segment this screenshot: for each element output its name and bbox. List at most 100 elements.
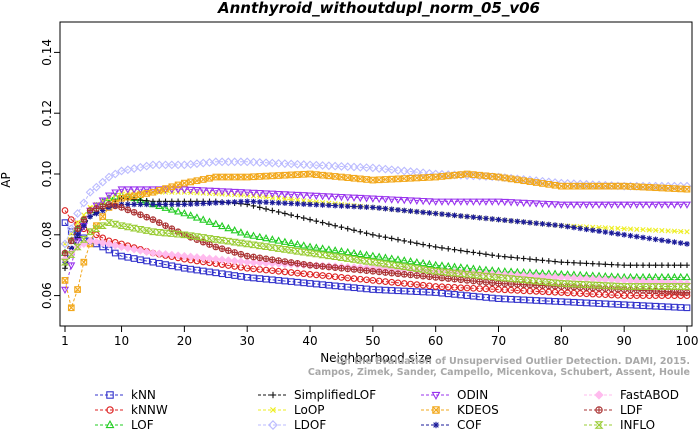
data-point bbox=[212, 173, 220, 181]
data-point bbox=[437, 261, 446, 269]
data-point bbox=[608, 225, 615, 231]
data-point bbox=[394, 279, 402, 287]
data-point bbox=[237, 250, 245, 258]
data-point bbox=[419, 258, 428, 267]
data-point bbox=[437, 198, 446, 206]
data-point bbox=[469, 198, 478, 206]
data-point bbox=[211, 187, 220, 196]
data-point bbox=[520, 255, 527, 262]
data-point bbox=[174, 263, 182, 271]
data-point bbox=[363, 230, 370, 237]
data-point bbox=[401, 238, 408, 244]
data-point bbox=[136, 246, 145, 255]
data-point bbox=[325, 172, 333, 180]
data-point bbox=[632, 283, 641, 290]
data-point bbox=[476, 285, 484, 292]
data-point bbox=[677, 262, 684, 268]
data-point bbox=[501, 217, 508, 224]
data-point bbox=[457, 284, 465, 292]
data-point bbox=[564, 298, 571, 306]
data-point bbox=[457, 291, 465, 299]
data-point bbox=[614, 301, 622, 308]
data-point bbox=[400, 197, 409, 205]
data-point bbox=[319, 219, 326, 226]
data-point bbox=[224, 188, 233, 196]
data-point bbox=[137, 211, 144, 219]
watermark-line-1: On the Evaluation of Unsupervised Outlie… bbox=[336, 356, 690, 367]
data-point bbox=[437, 268, 447, 276]
data-point bbox=[243, 252, 251, 260]
data-point bbox=[306, 280, 314, 287]
data-point bbox=[356, 175, 364, 183]
data-point bbox=[413, 272, 421, 279]
data-point bbox=[626, 201, 635, 209]
data-point bbox=[438, 289, 446, 297]
data-point bbox=[532, 200, 541, 208]
legend-label: ODIN bbox=[457, 388, 488, 402]
legend-label: LDF bbox=[620, 403, 643, 417]
data-point bbox=[286, 159, 296, 169]
data-point bbox=[594, 281, 604, 289]
data-point bbox=[180, 209, 189, 217]
data-point bbox=[326, 221, 332, 227]
data-point bbox=[381, 196, 390, 204]
data-point bbox=[262, 266, 270, 274]
data-point bbox=[665, 262, 671, 268]
x-tick-label: 10 bbox=[114, 334, 129, 348]
data-point bbox=[230, 157, 240, 167]
data-point bbox=[557, 182, 565, 190]
data-point bbox=[520, 296, 527, 304]
x-axis-label: Neighborhood size bbox=[320, 351, 432, 365]
legend-item: KDEOS bbox=[421, 403, 499, 417]
data-point bbox=[532, 277, 541, 285]
data-point bbox=[381, 253, 390, 261]
data-point bbox=[211, 157, 221, 167]
data-point bbox=[395, 236, 401, 243]
data-point bbox=[319, 202, 326, 208]
data-point bbox=[412, 265, 421, 272]
data-point bbox=[651, 283, 660, 290]
data-point bbox=[444, 172, 452, 180]
data-point bbox=[488, 273, 497, 281]
data-point bbox=[664, 283, 673, 290]
data-point bbox=[275, 200, 282, 206]
data-point bbox=[557, 201, 566, 209]
data-point bbox=[426, 210, 433, 216]
data-point bbox=[129, 245, 139, 254]
data-point bbox=[406, 264, 415, 271]
data-point bbox=[268, 190, 277, 198]
data-point bbox=[142, 186, 151, 194]
data-point bbox=[187, 178, 195, 186]
data-point bbox=[287, 191, 296, 199]
data-point bbox=[161, 203, 170, 211]
data-point bbox=[659, 237, 665, 244]
data-point bbox=[206, 200, 213, 206]
data-point bbox=[432, 244, 439, 250]
data-point bbox=[281, 258, 289, 265]
data-point bbox=[192, 187, 201, 195]
data-point bbox=[173, 230, 183, 238]
data-point bbox=[588, 281, 597, 289]
data-point bbox=[370, 232, 376, 238]
data-point bbox=[683, 185, 691, 193]
data-point bbox=[393, 165, 403, 175]
data-point bbox=[268, 267, 276, 275]
data-point bbox=[400, 270, 408, 278]
data-point bbox=[551, 201, 560, 209]
data-point bbox=[538, 200, 547, 208]
data-point bbox=[640, 227, 646, 233]
data-point bbox=[419, 197, 428, 206]
data-point bbox=[294, 269, 301, 277]
data-point bbox=[312, 271, 320, 279]
data-point bbox=[282, 196, 288, 202]
data-point bbox=[212, 200, 219, 206]
data-point bbox=[368, 195, 377, 203]
data-point bbox=[124, 253, 132, 261]
data-point bbox=[375, 252, 384, 260]
data-point bbox=[287, 259, 295, 266]
data-point bbox=[217, 236, 227, 244]
data-point bbox=[74, 225, 81, 233]
data-point bbox=[211, 254, 220, 264]
data-point bbox=[526, 178, 534, 185]
data-point bbox=[124, 193, 132, 201]
